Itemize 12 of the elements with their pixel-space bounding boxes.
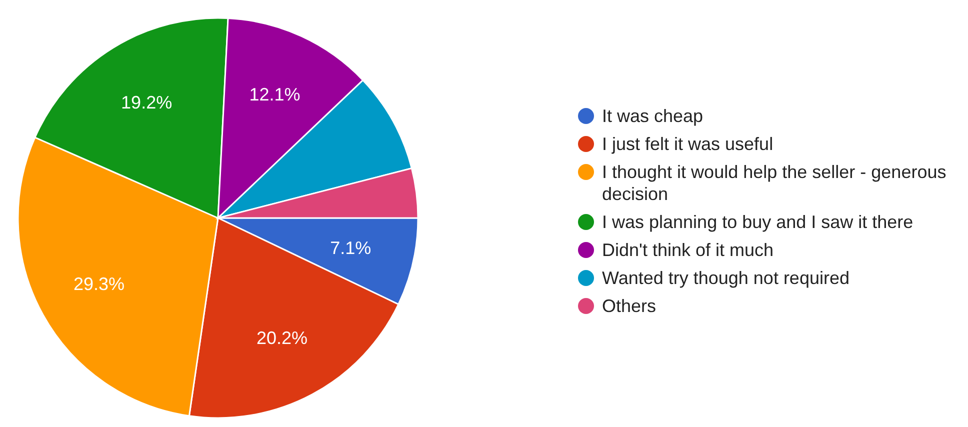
legend-label: Others [602,294,656,316]
legend-label: I just felt it was useful [602,132,774,154]
legend-label: Wanted try though not required [602,266,850,288]
data-label: 20.2% [256,328,308,348]
legend-label: I thought it would help the seller - generous decision [602,160,948,204]
data-label: 19.2% [121,92,172,112]
legend-label: I was planning to buy and I saw it there [602,210,914,232]
legend-label: It was cheap [602,104,704,126]
data-label: 12.1% [249,84,300,104]
data-label: 7.1% [330,238,372,258]
data-label: 29.3% [74,274,125,294]
legend-label: Didn't think of it much [602,238,774,260]
